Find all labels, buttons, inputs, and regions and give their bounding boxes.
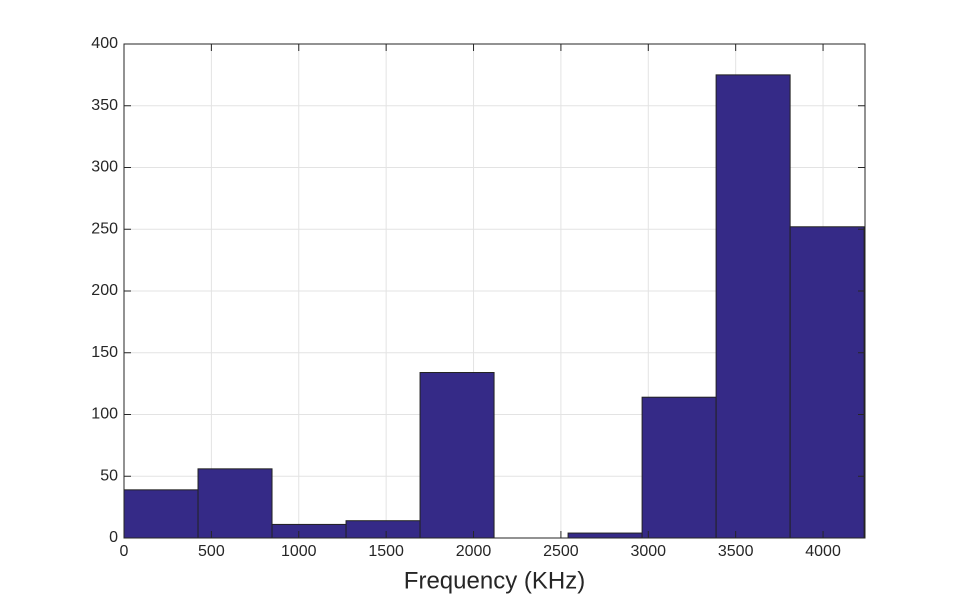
bar <box>419 372 495 539</box>
bar <box>345 520 421 539</box>
y-tick-label: 50 <box>100 467 118 484</box>
y-tick-label: 400 <box>91 35 118 52</box>
y-tick-label: 0 <box>109 529 118 546</box>
bar <box>197 468 273 539</box>
bar <box>641 396 717 539</box>
y-tick-label: 100 <box>91 406 118 423</box>
y-tick-label: 300 <box>91 159 118 176</box>
x-tick-label: 1000 <box>281 543 317 560</box>
y-tick-label: 150 <box>91 344 118 361</box>
x-tick-label: 4000 <box>805 543 841 560</box>
bars <box>123 74 865 539</box>
x-tick-label: 0 <box>120 543 129 560</box>
x-tick-label: 2500 <box>543 543 579 560</box>
x-tick-label: 3000 <box>630 543 666 560</box>
bar <box>715 74 791 539</box>
x-axis-label: Frequency (KHz) <box>404 567 585 594</box>
y-tick-label: 200 <box>91 282 118 299</box>
bar <box>789 226 865 539</box>
x-tick-label: 1500 <box>368 543 404 560</box>
x-tick-label: 3500 <box>718 543 754 560</box>
y-tick-label: 250 <box>91 220 118 237</box>
x-tick-label: 500 <box>198 543 225 560</box>
x-tick-label: 2000 <box>456 543 492 560</box>
bar <box>271 523 347 539</box>
y-tick-label: 350 <box>91 97 118 114</box>
bar <box>567 532 643 539</box>
bar <box>123 489 199 539</box>
